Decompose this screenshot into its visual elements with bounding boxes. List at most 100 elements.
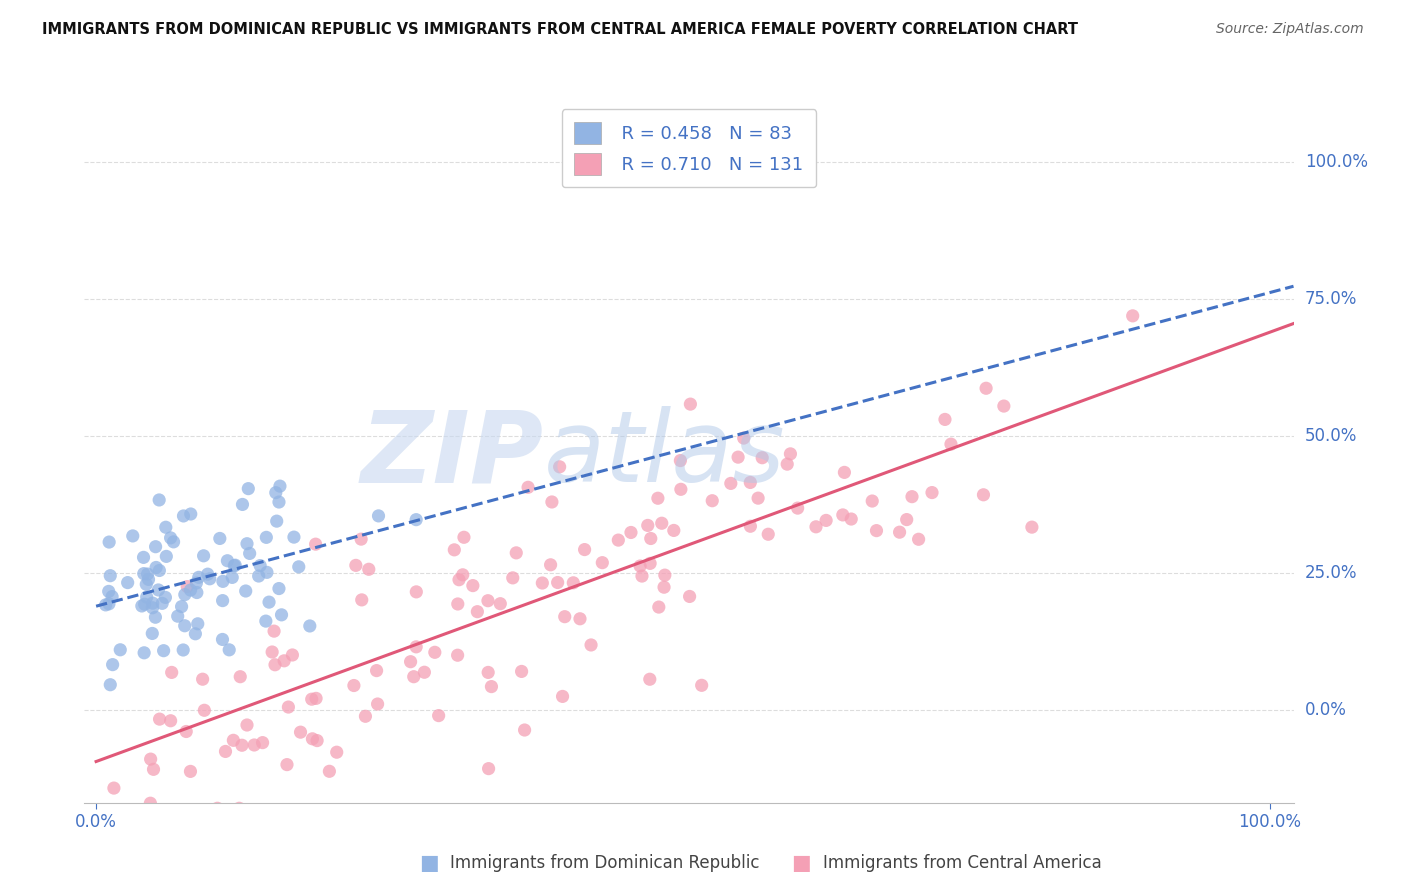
Point bbox=[896, 512, 918, 526]
Point bbox=[160, 665, 183, 680]
Point bbox=[290, 725, 312, 739]
Point bbox=[637, 518, 659, 533]
Point bbox=[228, 801, 250, 815]
Point bbox=[208, 532, 231, 546]
Point bbox=[477, 593, 499, 607]
Point bbox=[139, 752, 162, 766]
Point bbox=[405, 513, 427, 527]
Point bbox=[121, 529, 143, 543]
Point bbox=[179, 764, 201, 779]
Text: ZIP: ZIP bbox=[361, 407, 544, 503]
Point bbox=[804, 520, 827, 534]
Point bbox=[142, 762, 165, 776]
Point bbox=[502, 571, 524, 585]
Point bbox=[907, 533, 929, 547]
Point bbox=[135, 590, 157, 604]
Point bbox=[974, 381, 997, 395]
Point bbox=[839, 512, 862, 526]
Point bbox=[135, 577, 157, 591]
Point bbox=[186, 576, 208, 591]
Point bbox=[423, 645, 446, 659]
Point bbox=[298, 619, 321, 633]
Point bbox=[269, 479, 291, 493]
Point bbox=[620, 525, 643, 540]
Point bbox=[972, 488, 994, 502]
Point bbox=[547, 575, 569, 590]
Point bbox=[831, 508, 853, 522]
Point bbox=[489, 597, 512, 611]
Point bbox=[231, 738, 253, 752]
Point bbox=[273, 654, 295, 668]
Point bbox=[579, 638, 602, 652]
Text: 50.0%: 50.0% bbox=[1305, 426, 1357, 445]
Point bbox=[889, 525, 911, 540]
Point bbox=[217, 554, 239, 568]
Point bbox=[263, 624, 285, 639]
Point bbox=[446, 648, 468, 663]
Point bbox=[357, 562, 380, 576]
Point bbox=[513, 723, 536, 737]
Point bbox=[461, 579, 484, 593]
Point bbox=[786, 501, 808, 516]
Point bbox=[247, 569, 270, 583]
Point bbox=[354, 709, 377, 723]
Point bbox=[287, 559, 309, 574]
Point bbox=[243, 738, 266, 752]
Point bbox=[172, 643, 194, 657]
Point bbox=[235, 584, 257, 599]
Text: 100.0%: 100.0% bbox=[1305, 153, 1368, 171]
Point bbox=[98, 568, 121, 582]
Point bbox=[180, 507, 202, 521]
Point bbox=[325, 745, 347, 759]
Point bbox=[132, 550, 155, 565]
Point bbox=[901, 490, 924, 504]
Point bbox=[343, 679, 366, 693]
Point bbox=[865, 524, 887, 538]
Point bbox=[540, 558, 562, 572]
Point bbox=[212, 574, 235, 589]
Point bbox=[249, 558, 271, 573]
Point bbox=[662, 524, 685, 538]
Point bbox=[301, 731, 323, 746]
Point bbox=[669, 483, 692, 497]
Point bbox=[131, 599, 153, 613]
Point bbox=[921, 485, 943, 500]
Point bbox=[640, 532, 662, 546]
Point bbox=[281, 648, 304, 662]
Point bbox=[173, 619, 195, 633]
Point bbox=[727, 450, 749, 464]
Point bbox=[252, 736, 274, 750]
Point bbox=[779, 447, 801, 461]
Point bbox=[117, 575, 139, 590]
Point bbox=[101, 590, 124, 604]
Point bbox=[98, 678, 121, 692]
Point bbox=[103, 781, 125, 796]
Point bbox=[402, 670, 425, 684]
Text: Source: ZipAtlas.com: Source: ZipAtlas.com bbox=[1216, 22, 1364, 37]
Text: 25.0%: 25.0% bbox=[1305, 564, 1357, 582]
Point bbox=[740, 519, 762, 533]
Legend:   R = 0.458   N = 83,   R = 0.710   N = 131: R = 0.458 N = 83, R = 0.710 N = 131 bbox=[561, 109, 817, 187]
Point bbox=[934, 412, 956, 426]
Point bbox=[224, 558, 246, 573]
Point bbox=[207, 801, 229, 815]
Point bbox=[307, 733, 329, 747]
Point bbox=[776, 457, 799, 471]
Point bbox=[148, 712, 170, 726]
Point bbox=[447, 597, 470, 611]
Point bbox=[142, 596, 165, 610]
Point bbox=[270, 607, 292, 622]
Text: atlas: atlas bbox=[544, 407, 786, 503]
Point bbox=[551, 690, 574, 704]
Point bbox=[344, 558, 367, 573]
Point bbox=[443, 542, 465, 557]
Text: IMMIGRANTS FROM DOMINICAN REPUBLIC VS IMMIGRANTS FROM CENTRAL AMERICA FEMALE POV: IMMIGRANTS FROM DOMINICAN REPUBLIC VS IM… bbox=[42, 22, 1078, 37]
Point bbox=[145, 610, 167, 624]
Point bbox=[187, 570, 209, 584]
Text: ■: ■ bbox=[792, 854, 811, 873]
Point bbox=[477, 665, 499, 680]
Point bbox=[569, 612, 592, 626]
Point bbox=[467, 605, 489, 619]
Point bbox=[756, 527, 779, 541]
Point bbox=[654, 568, 676, 582]
